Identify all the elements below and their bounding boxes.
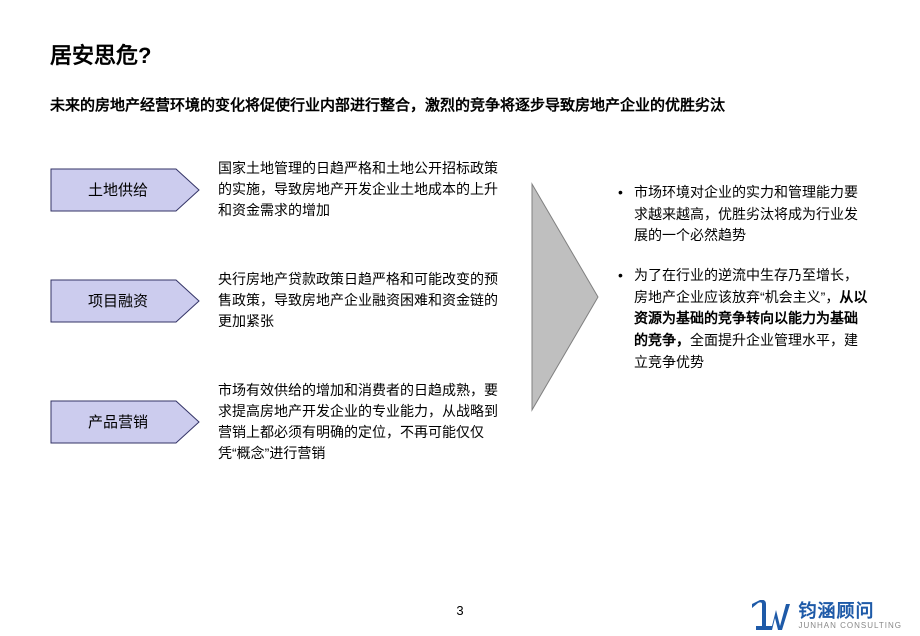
box-label-0: 土地供给 (88, 181, 148, 198)
box-desc-1: 央行房地产贷款政策日趋严格和可能改变的预售政策，导致房地产企业融资困难和资金链的… (218, 269, 510, 332)
page-title: 居安思危? (50, 38, 870, 70)
conclusion-1: 为了在行业的逆流中生存乃至增长，房地产企业应该放弃“机会主义”，从以资源为基础的… (618, 265, 868, 373)
logo-subtext: JUNHAN CONSULTING (798, 621, 902, 630)
factor-row-0: 土地供给 国家土地管理的日趋严格和土地公开招标政策的实施，导致房地产开发企业土地… (50, 158, 510, 221)
box-desc-2: 市场有效供给的增加和消费者的日趋成熟，要求提高房地产开发企业的专业能力，从战略到… (218, 380, 510, 464)
box-label-1: 项目融资 (88, 292, 148, 309)
factor-row-1: 项目融资 央行房地产贷款政策日趋严格和可能改变的预售政策，导致房地产企业融资困难… (50, 269, 510, 332)
subtitle: 未来的房地产经营环境的变化将促使行业内部进行整合，激烈的竞争将逐步导致房地产企业… (50, 94, 870, 118)
logo-text: 钧涵顾问 (798, 602, 902, 620)
body: 土地供给 国家土地管理的日趋严格和土地公开招标政策的实施，导致房地产开发企业土地… (50, 158, 870, 464)
big-arrow-icon (530, 182, 600, 412)
logo-text-block: 钧涵顾问 JUNHAN CONSULTING (798, 602, 902, 630)
right-column: 市场环境对企业的实力和管理能力要求越来越高，优胜劣汰将成为行业发展的一个必然趋势… (618, 182, 868, 392)
arrow-box-1: 项目融资 (50, 279, 200, 323)
conclusion-1-pre: 为了在行业的逆流中生存乃至增长，房地产企业应该放弃“机会主义”， (634, 267, 858, 305)
arrow-box-2: 产品营销 (50, 400, 200, 444)
left-column: 土地供给 国家土地管理的日趋严格和土地公开招标政策的实施，导致房地产开发企业土地… (50, 158, 510, 464)
factor-row-2: 产品营销 市场有效供给的增加和消费者的日趋成熟，要求提高房地产开发企业的专业能力… (50, 380, 510, 464)
logo-mark-icon (752, 600, 792, 630)
logo: 钧涵顾问 JUNHAN CONSULTING (752, 600, 902, 630)
slide: 居安思危? 未来的房地产经营环境的变化将促使行业内部进行整合，激烈的竞争将逐步导… (0, 0, 920, 636)
conclusion-0: 市场环境对企业的实力和管理能力要求越来越高，优胜劣汰将成为行业发展的一个必然趋势 (618, 182, 868, 247)
conclusion-0-text: 市场环境对企业的实力和管理能力要求越来越高，优胜劣汰将成为行业发展的一个必然趋势 (634, 184, 858, 243)
box-desc-0: 国家土地管理的日趋严格和土地公开招标政策的实施，导致房地产开发企业土地成本的上升… (218, 158, 510, 221)
box-label-2: 产品营销 (88, 414, 148, 431)
arrow-box-0: 土地供给 (50, 168, 200, 212)
